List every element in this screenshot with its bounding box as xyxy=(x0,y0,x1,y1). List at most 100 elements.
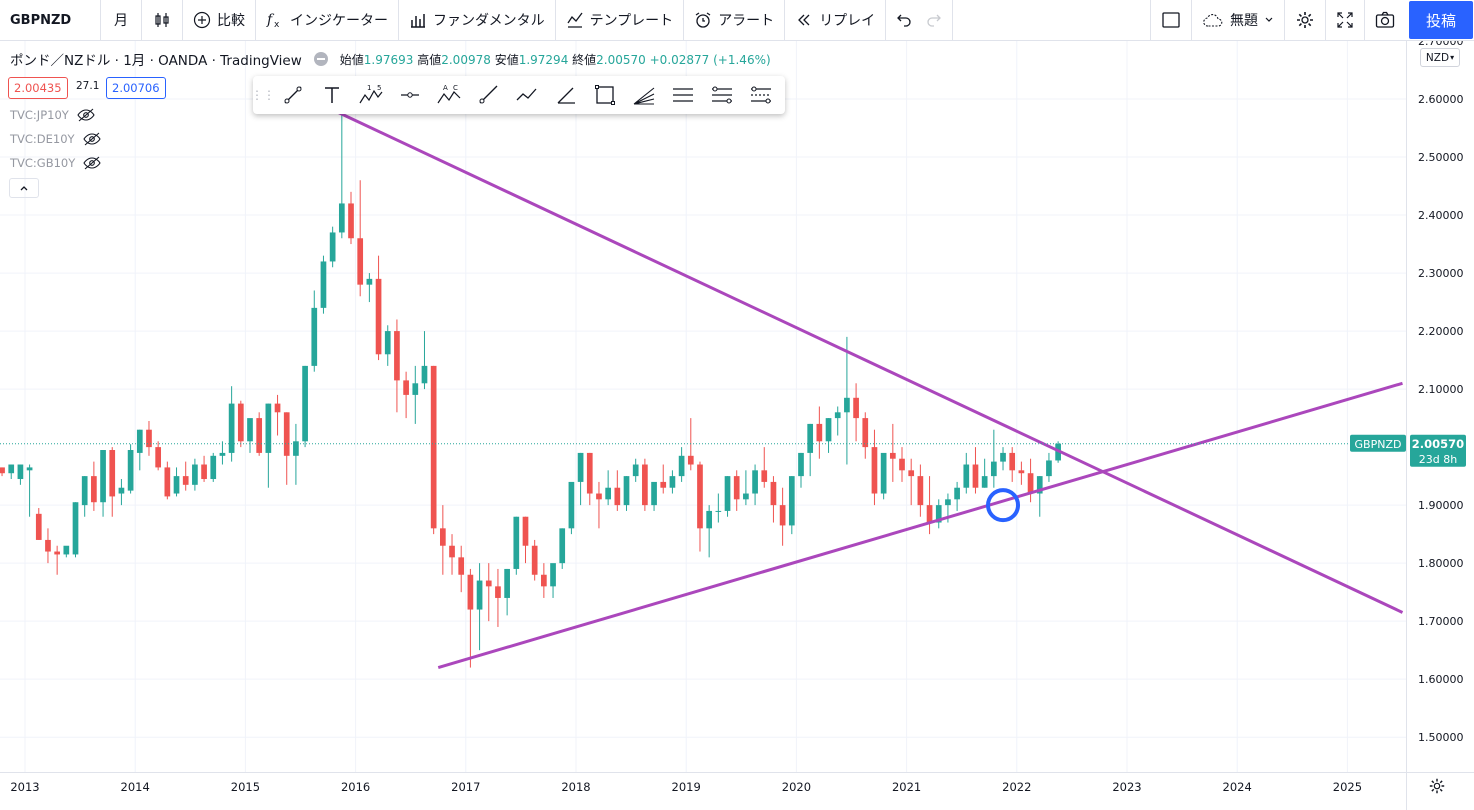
template-icon xyxy=(567,12,583,28)
candle-body xyxy=(1046,460,1052,477)
replay-button[interactable]: リプレイ xyxy=(785,0,887,40)
time-tick-label: 2015 xyxy=(231,780,260,794)
study-row[interactable]: TVC:GB10Y xyxy=(10,156,101,170)
candle-body xyxy=(118,487,125,494)
rectangle-tool[interactable] xyxy=(585,76,624,114)
candle-body xyxy=(550,563,556,587)
collapse-legend-button[interactable] xyxy=(9,178,39,198)
path-tool[interactable] xyxy=(507,76,546,114)
sell-price: 2.00435 xyxy=(14,81,62,95)
candle-body xyxy=(412,383,419,395)
fib-fan-tool[interactable] xyxy=(624,76,663,114)
candle-body xyxy=(504,568,510,598)
candle-body xyxy=(908,470,915,477)
publish-button[interactable]: 投稿 xyxy=(1409,1,1473,39)
pitchfork-tool[interactable] xyxy=(741,76,780,114)
candle-body xyxy=(192,464,198,485)
candle-body xyxy=(605,487,611,500)
symbol-search-button[interactable]: GBPNZD xyxy=(0,0,101,40)
trendline-tool[interactable] xyxy=(273,76,312,114)
eye-off-icon[interactable] xyxy=(83,156,101,170)
eye-off-icon[interactable] xyxy=(77,108,95,122)
candle-body xyxy=(0,467,5,474)
time-tick-label: 2023 xyxy=(1112,780,1141,794)
svg-text:C: C xyxy=(453,84,458,92)
candle-body xyxy=(72,502,79,555)
candle-body xyxy=(889,452,896,459)
candle-body xyxy=(586,452,593,494)
low-value: 1.97294 xyxy=(518,52,569,67)
candle-body xyxy=(596,493,602,500)
publish-label: 投稿 xyxy=(1425,11,1456,30)
candle-body xyxy=(173,476,180,494)
fundamentals-button[interactable]: ファンダメンタル xyxy=(399,0,556,40)
fullscreen-button[interactable] xyxy=(1326,0,1365,40)
last-price-label: 2.00570 xyxy=(1412,437,1464,451)
candle-body xyxy=(35,513,42,540)
ray-tool[interactable] xyxy=(468,76,507,114)
trendline-icon xyxy=(284,86,301,104)
chart-type-button[interactable] xyxy=(142,0,183,40)
eye-off-icon[interactable] xyxy=(82,132,101,146)
candle-body xyxy=(761,470,768,482)
candle-body xyxy=(127,450,134,491)
candle-body xyxy=(54,551,60,555)
candle-body xyxy=(45,539,51,552)
axis-settings-gear-icon[interactable] xyxy=(1428,777,1446,795)
compare-button[interactable]: 比較 xyxy=(183,0,256,40)
candle-body xyxy=(109,450,116,497)
candle-body xyxy=(293,441,299,456)
sell-button[interactable]: 2.00435 xyxy=(8,77,68,99)
legend-menu-icon[interactable] xyxy=(313,52,328,66)
horizontal-ray-tool[interactable] xyxy=(390,76,429,114)
candle-body xyxy=(329,232,336,262)
plus-circle-icon xyxy=(193,11,211,29)
candle-body xyxy=(825,418,832,442)
price-axis-divider xyxy=(1406,41,1407,810)
candle-body xyxy=(164,467,171,497)
candle-body xyxy=(522,516,529,546)
templates-button[interactable]: テンプレート xyxy=(556,0,685,40)
candle-body xyxy=(357,238,364,285)
price-tick-label: 1.50000 xyxy=(1418,731,1464,744)
layout-name-button[interactable]: 無題 xyxy=(1192,0,1285,40)
alert-button[interactable]: アラート xyxy=(684,0,786,40)
snapshot-button[interactable] xyxy=(1365,0,1405,40)
open-value: 1.97693 xyxy=(363,52,414,67)
time-tick-label: 2021 xyxy=(892,780,921,794)
currency-selector[interactable]: NZD ▾ xyxy=(1420,48,1460,67)
redo-icon[interactable] xyxy=(926,12,942,28)
candle-body xyxy=(228,403,235,453)
candle-body xyxy=(981,476,988,488)
fib-retracement-tool[interactable] xyxy=(702,76,741,114)
text-tool[interactable] xyxy=(312,76,351,114)
parallel-channel-tool[interactable] xyxy=(663,76,702,114)
fullscreen-layout-button[interactable] xyxy=(1150,0,1192,40)
candle-body xyxy=(632,464,639,477)
study-row[interactable]: TVC:JP10Y xyxy=(10,108,95,122)
interval-button[interactable]: 月 xyxy=(101,0,142,40)
chevron-down-icon: ▾ xyxy=(1450,53,1455,62)
candle-body xyxy=(458,557,465,575)
candle-body xyxy=(678,455,685,477)
undo-icon[interactable] xyxy=(896,12,912,28)
candle-body xyxy=(724,476,731,511)
price-tick-label: 1.80000 xyxy=(1418,557,1464,570)
angle-tool[interactable] xyxy=(546,76,585,114)
settings-button[interactable] xyxy=(1285,0,1326,40)
drag-handle-icon[interactable]: ⋮⋮ xyxy=(251,88,275,102)
candle-body xyxy=(880,452,887,494)
spread-value: 27.1 xyxy=(76,80,100,92)
buy-button[interactable]: 2.00706 xyxy=(106,77,166,99)
high-value: 2.00978 xyxy=(441,52,491,67)
candle-body xyxy=(541,574,547,587)
price-chart[interactable]: GBPNZD 2.00570 23d 8h 2.60000 2.50000 2.4000… xyxy=(0,41,1474,810)
close-value: 2.00570 xyxy=(596,52,646,67)
candles-icon xyxy=(155,13,169,27)
candle-body xyxy=(614,487,621,506)
study-row[interactable]: TVC:DE10Y xyxy=(10,132,101,146)
candle-body xyxy=(449,545,455,558)
